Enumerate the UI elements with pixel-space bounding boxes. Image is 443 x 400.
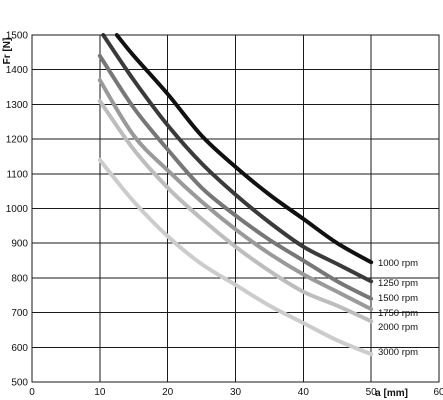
series-label: 1000 rpm [378, 258, 418, 269]
series-label: 1750 rpm [378, 308, 418, 319]
x-tick-label: 0 [29, 387, 35, 398]
y-tick-label: 1500 [6, 31, 29, 42]
y-tick-label: 700 [11, 308, 28, 319]
series-line [114, 33, 374, 265]
x-tick-label: 10 [94, 387, 106, 398]
series-line [101, 33, 374, 284]
tick-labels: 500 600 700 800 900 1000 1100 1200 1300 1400 1500 0… [6, 31, 443, 399]
y-tick-label: 600 [11, 343, 28, 354]
series-line [97, 98, 374, 324]
y-tick-label: 1100 [6, 169, 28, 180]
y-tick-label: 800 [11, 273, 28, 284]
series-line [97, 78, 374, 312]
x-tick-label: 50 [366, 387, 378, 398]
series-lines [97, 33, 374, 357]
series-label: 1500 rpm [378, 293, 418, 304]
series-label: 3000 rpm [378, 347, 418, 358]
y-tick-label: 1000 [6, 204, 29, 215]
plot-frame [31, 34, 440, 383]
x-axis-title: a [mm] [375, 388, 408, 399]
y-tick-label: 900 [11, 239, 28, 250]
series-line [97, 157, 374, 357]
y-tick-label: 1300 [6, 100, 29, 111]
series-labels: 1000 rpm 1250 rpm 1500 rpm 1750 rpm 2000 rpm… [378, 258, 418, 358]
y-tick-label: 500 [11, 378, 28, 389]
series-line [97, 53, 374, 301]
x-tick-label: 30 [230, 387, 242, 398]
x-tick-label: 40 [298, 387, 310, 398]
y-axis-title: Fr [N] [2, 38, 13, 65]
x-tick-label: 20 [162, 387, 174, 398]
series-label: 2000 rpm [378, 322, 418, 333]
y-tick-label: 1200 [6, 135, 29, 146]
x-tick-label: 60 [433, 387, 443, 398]
series-label: 1250 rpm [378, 278, 418, 289]
y-tick-label: 1400 [6, 65, 29, 76]
